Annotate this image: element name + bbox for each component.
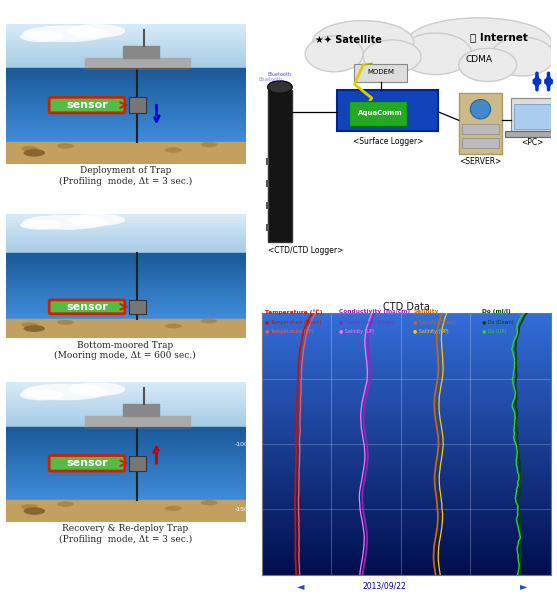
Text: 2013/09/22: 2013/09/22 bbox=[363, 582, 406, 591]
Text: Bluetooth: Bluetooth bbox=[258, 76, 282, 81]
Ellipse shape bbox=[470, 99, 491, 119]
Text: ● Salinity (UP): ● Salinity (UP) bbox=[413, 329, 449, 334]
Ellipse shape bbox=[21, 504, 38, 510]
Ellipse shape bbox=[23, 149, 45, 157]
Ellipse shape bbox=[165, 147, 182, 153]
Ellipse shape bbox=[20, 220, 63, 230]
Text: ● Do (UP): ● Do (UP) bbox=[482, 329, 506, 334]
Text: sensor: sensor bbox=[66, 458, 108, 468]
Ellipse shape bbox=[68, 382, 125, 396]
Ellipse shape bbox=[312, 20, 414, 65]
Bar bbox=[129, 300, 146, 314]
Ellipse shape bbox=[201, 318, 218, 323]
Text: AquaComm: AquaComm bbox=[358, 110, 403, 116]
Ellipse shape bbox=[21, 322, 38, 327]
FancyBboxPatch shape bbox=[49, 300, 125, 314]
Bar bbox=[462, 138, 499, 148]
Title: CTD Data: CTD Data bbox=[383, 302, 430, 312]
Ellipse shape bbox=[68, 214, 125, 226]
Text: ● Temperature (UP): ● Temperature (UP) bbox=[265, 329, 314, 334]
Text: <PC>: <PC> bbox=[521, 138, 544, 147]
Ellipse shape bbox=[22, 25, 109, 42]
Text: Bottom-moored Trap
(Mooring mode, Δt = 600 sec.): Bottom-moored Trap (Mooring mode, Δt = 6… bbox=[55, 341, 196, 360]
Ellipse shape bbox=[267, 81, 292, 93]
Bar bbox=[266, 202, 269, 209]
FancyBboxPatch shape bbox=[49, 456, 125, 471]
Bar bbox=[129, 98, 146, 113]
Ellipse shape bbox=[68, 24, 125, 38]
Text: ►: ► bbox=[520, 582, 527, 591]
Ellipse shape bbox=[459, 48, 517, 81]
Ellipse shape bbox=[20, 389, 63, 400]
Bar bbox=[505, 131, 557, 137]
Text: ● Temperature (Down): ● Temperature (Down) bbox=[265, 320, 321, 325]
Ellipse shape bbox=[201, 500, 218, 506]
Bar bbox=[511, 98, 554, 131]
Bar bbox=[266, 180, 269, 187]
Bar bbox=[337, 90, 438, 131]
Text: Bluetooth: Bluetooth bbox=[268, 72, 292, 77]
Ellipse shape bbox=[407, 18, 551, 67]
Text: <SERVER>: <SERVER> bbox=[460, 157, 502, 166]
Text: CDMA: CDMA bbox=[466, 55, 492, 64]
FancyBboxPatch shape bbox=[49, 98, 125, 113]
Text: <Surface Logger>: <Surface Logger> bbox=[353, 137, 423, 146]
Ellipse shape bbox=[399, 33, 472, 75]
Ellipse shape bbox=[23, 325, 45, 332]
Text: ● Salinity (UP): ● Salinity (UP) bbox=[339, 329, 374, 334]
Ellipse shape bbox=[22, 215, 109, 230]
Ellipse shape bbox=[57, 501, 74, 507]
Ellipse shape bbox=[165, 506, 182, 511]
Text: ◄: ◄ bbox=[297, 582, 305, 591]
Text: ● Conductivity (Down): ● Conductivity (Down) bbox=[339, 320, 394, 325]
Text: Recovery & Re-deploy Trap
(Profiling  mode, Δt = 3 sec.): Recovery & Re-deploy Trap (Profiling mod… bbox=[58, 524, 192, 544]
Bar bbox=[266, 158, 269, 164]
Bar bbox=[459, 93, 502, 154]
Ellipse shape bbox=[201, 141, 218, 147]
Ellipse shape bbox=[22, 383, 109, 400]
Text: MODEM: MODEM bbox=[367, 69, 394, 75]
Text: ⓘ Internet: ⓘ Internet bbox=[470, 32, 528, 42]
Text: ● Do (Down): ● Do (Down) bbox=[482, 320, 514, 325]
Text: ★✦ Satellite: ★✦ Satellite bbox=[315, 35, 382, 45]
Bar bbox=[514, 104, 551, 129]
Ellipse shape bbox=[165, 323, 182, 329]
Ellipse shape bbox=[363, 40, 421, 73]
Bar bbox=[349, 101, 407, 126]
Ellipse shape bbox=[21, 146, 38, 152]
Text: Conductivity (ms/cm): Conductivity (ms/cm) bbox=[339, 309, 410, 314]
Ellipse shape bbox=[491, 37, 554, 76]
Text: Do (ml/l): Do (ml/l) bbox=[482, 309, 511, 314]
Bar bbox=[462, 125, 499, 134]
Ellipse shape bbox=[305, 36, 363, 72]
Bar bbox=[129, 456, 146, 471]
Text: <CTD/CTD Logger>: <CTD/CTD Logger> bbox=[267, 246, 343, 255]
Bar bbox=[267, 90, 292, 242]
Ellipse shape bbox=[57, 143, 74, 149]
Text: Temperature (℃): Temperature (℃) bbox=[265, 309, 322, 315]
Text: sensor: sensor bbox=[66, 100, 108, 110]
Text: Salinity: Salinity bbox=[413, 309, 439, 314]
Ellipse shape bbox=[57, 320, 74, 325]
Bar bbox=[266, 224, 269, 231]
Text: Deployment of Trap
(Profiling  mode, Δt = 3 sec.): Deployment of Trap (Profiling mode, Δt =… bbox=[58, 166, 192, 185]
Text: sensor: sensor bbox=[66, 302, 108, 312]
Bar bbox=[354, 63, 407, 81]
Text: ● Salinity (Down): ● Salinity (Down) bbox=[413, 320, 456, 325]
Ellipse shape bbox=[23, 507, 45, 515]
Ellipse shape bbox=[20, 31, 63, 42]
